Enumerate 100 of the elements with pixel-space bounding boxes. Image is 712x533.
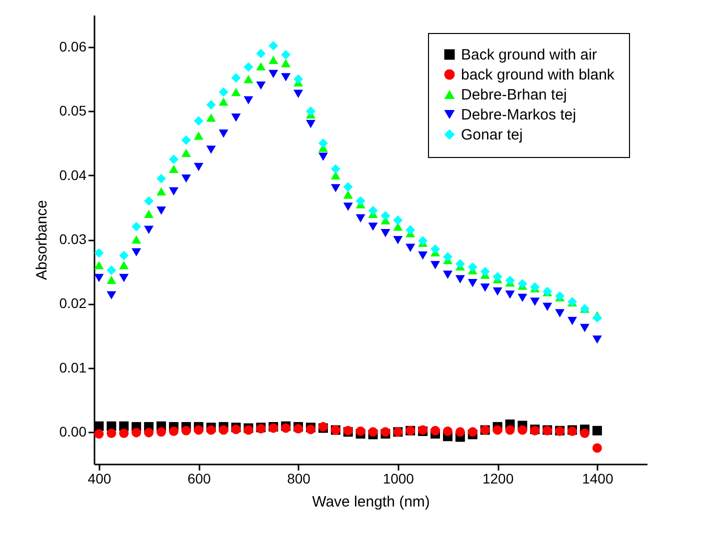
legend-label: Back ground with air bbox=[461, 46, 597, 64]
point bbox=[455, 427, 465, 437]
point bbox=[244, 75, 254, 84]
point bbox=[244, 96, 254, 104]
point bbox=[256, 62, 266, 70]
point bbox=[181, 135, 191, 145]
point bbox=[492, 287, 502, 296]
y-tick-label: 0.02 bbox=[59, 295, 87, 312]
point bbox=[168, 164, 178, 174]
point bbox=[268, 41, 278, 51]
point bbox=[119, 428, 129, 438]
point bbox=[194, 131, 204, 140]
point bbox=[480, 284, 490, 292]
point bbox=[393, 216, 403, 225]
point bbox=[568, 316, 578, 326]
point bbox=[119, 261, 129, 270]
point bbox=[430, 426, 440, 436]
point bbox=[106, 276, 116, 284]
legend-label: Debre-Markos tej bbox=[461, 106, 576, 124]
point bbox=[555, 309, 565, 318]
point bbox=[231, 88, 241, 96]
point bbox=[206, 146, 216, 154]
point bbox=[132, 428, 142, 438]
point bbox=[268, 56, 278, 64]
point bbox=[156, 174, 166, 184]
point bbox=[268, 70, 278, 78]
y-tick-label: 0.05 bbox=[59, 102, 87, 119]
point bbox=[356, 196, 366, 206]
point bbox=[294, 90, 304, 98]
point bbox=[231, 114, 241, 122]
x-tick-label: 1200 bbox=[482, 470, 514, 486]
point bbox=[306, 106, 316, 116]
point bbox=[356, 426, 366, 436]
point bbox=[518, 294, 528, 302]
y-tick-label: 0.01 bbox=[59, 359, 87, 376]
point bbox=[542, 302, 552, 311]
point bbox=[505, 425, 515, 435]
point bbox=[418, 236, 428, 246]
point bbox=[168, 426, 178, 436]
point bbox=[592, 313, 602, 322]
point bbox=[106, 291, 116, 300]
point bbox=[132, 222, 142, 232]
point bbox=[518, 425, 528, 435]
point bbox=[343, 190, 353, 199]
y-tick-label: 0.00 bbox=[59, 423, 87, 440]
point bbox=[231, 73, 241, 83]
point bbox=[181, 174, 191, 183]
point bbox=[442, 270, 452, 279]
point bbox=[119, 274, 129, 282]
point bbox=[393, 236, 403, 244]
point bbox=[455, 275, 465, 284]
point bbox=[343, 182, 353, 192]
point bbox=[468, 262, 478, 272]
point bbox=[218, 130, 228, 138]
point bbox=[106, 428, 116, 438]
x-tick-label: 400 bbox=[88, 470, 112, 486]
point bbox=[580, 324, 590, 332]
point bbox=[430, 261, 440, 270]
point bbox=[194, 162, 204, 172]
y-axis-title: Absorbance bbox=[33, 200, 50, 280]
point bbox=[518, 279, 528, 288]
point bbox=[418, 251, 428, 260]
x-tick-label: 600 bbox=[187, 470, 212, 486]
point bbox=[368, 427, 378, 437]
point bbox=[119, 250, 129, 260]
point bbox=[505, 290, 515, 299]
point bbox=[156, 206, 166, 215]
point bbox=[132, 235, 142, 244]
point bbox=[144, 428, 154, 438]
point bbox=[406, 244, 416, 252]
point bbox=[380, 211, 390, 221]
point bbox=[468, 279, 478, 288]
point bbox=[406, 225, 416, 235]
x-tick-label: 1000 bbox=[382, 470, 414, 486]
point bbox=[306, 120, 316, 128]
point bbox=[94, 261, 104, 270]
point bbox=[94, 248, 104, 258]
point bbox=[492, 425, 502, 435]
point bbox=[168, 154, 178, 164]
point bbox=[330, 171, 340, 180]
point bbox=[181, 426, 191, 436]
point bbox=[244, 62, 254, 72]
point bbox=[480, 266, 490, 276]
point bbox=[442, 426, 452, 436]
point bbox=[330, 184, 340, 192]
point bbox=[294, 74, 304, 84]
y-tick-label: 0.06 bbox=[59, 38, 87, 55]
x-tick-label: 1400 bbox=[582, 470, 614, 486]
point bbox=[343, 202, 353, 211]
point bbox=[580, 428, 590, 438]
point bbox=[368, 206, 378, 216]
point bbox=[393, 222, 403, 231]
point bbox=[492, 272, 502, 282]
point bbox=[281, 59, 291, 68]
legend-label: Debre-Brhan tej bbox=[461, 86, 567, 104]
point bbox=[256, 48, 266, 58]
point bbox=[206, 114, 216, 122]
point bbox=[318, 138, 328, 148]
point bbox=[106, 266, 116, 276]
x-axis-title: Wave length (nm) bbox=[312, 494, 430, 510]
